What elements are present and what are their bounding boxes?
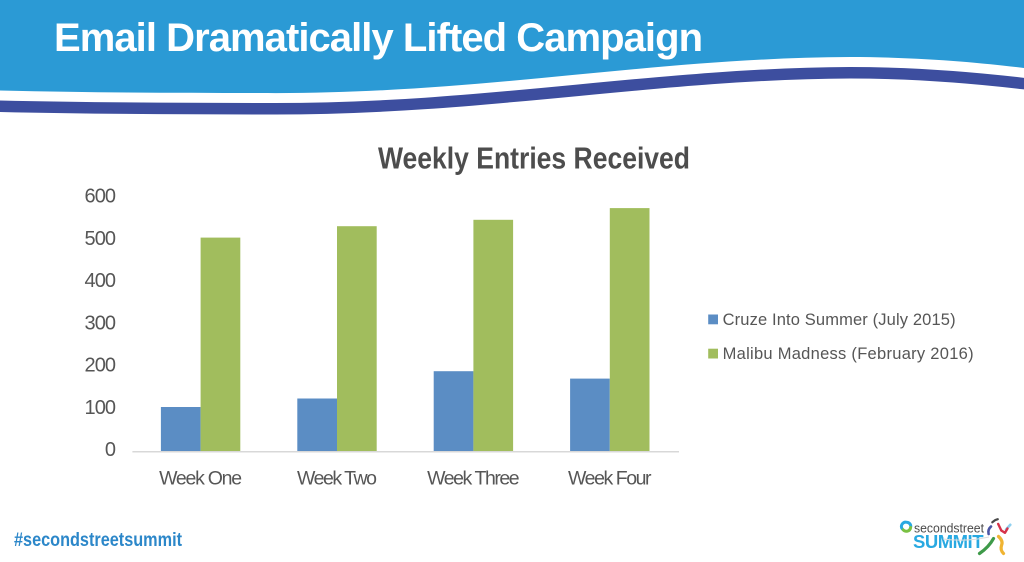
svg-text:100: 100 — [85, 397, 117, 419]
svg-text:Week Three: Week Three — [427, 468, 520, 490]
svg-text:300: 300 — [85, 312, 117, 334]
svg-text:600: 600 — [85, 186, 117, 208]
svg-text:Email Dramatically Lifted Camp: Email Dramatically Lifted Campaign — [54, 16, 703, 60]
svg-text:Week One: Week One — [159, 468, 242, 490]
svg-text:200: 200 — [85, 355, 117, 377]
svg-text:Week Four: Week Four — [568, 468, 652, 490]
svg-text:Week Two: Week Two — [297, 468, 377, 490]
svg-text:#secondstreetsummit: #secondstreetsummit — [14, 530, 183, 551]
svg-text:Weekly Entries Received: Weekly Entries Received — [378, 141, 690, 176]
svg-text:400: 400 — [85, 270, 117, 292]
svg-text:secondstreet: secondstreet — [914, 520, 984, 535]
svg-text:Cruze Into Summer (July 2015): Cruze Into Summer (July 2015) — [723, 311, 956, 329]
svg-text:500: 500 — [85, 228, 117, 250]
svg-text:Malibu Madness (February 2016): Malibu Madness (February 2016) — [723, 345, 974, 363]
svg-text:SUMMIT: SUMMIT — [913, 531, 984, 552]
svg-text:0: 0 — [105, 439, 116, 461]
